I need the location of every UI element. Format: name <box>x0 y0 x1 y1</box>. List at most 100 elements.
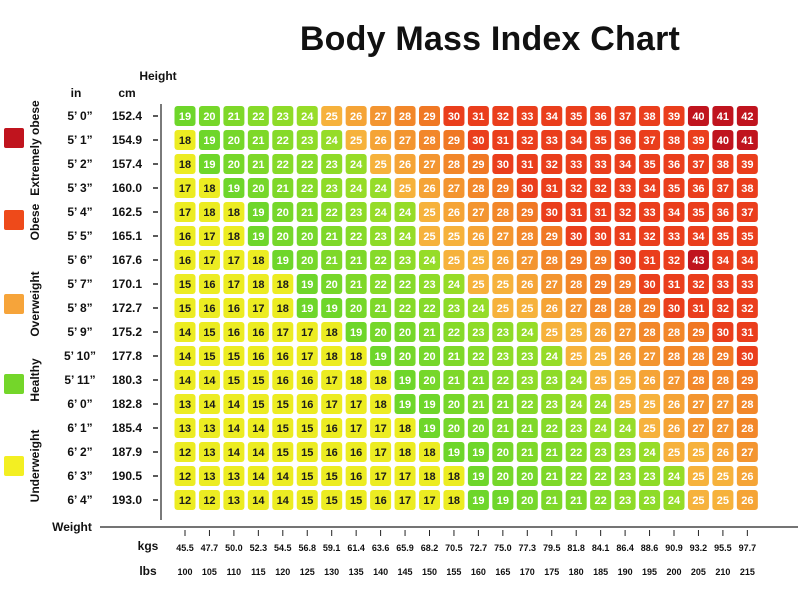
weight-kg-label: 56.8 <box>298 543 316 553</box>
bmi-value: 33 <box>521 111 533 123</box>
bmi-value: 25 <box>374 159 386 171</box>
bmi-cell: 29 <box>614 274 636 294</box>
bmi-value: 37 <box>619 111 631 123</box>
bmi-cell-bg <box>370 298 392 318</box>
bmi-cell: 38 <box>663 130 685 150</box>
bmi-grid: 19 20 21 22 23 24 25 26 27 28 29 30 31 32 33 34 35 36 37 38… <box>174 106 758 510</box>
bmi-value: 23 <box>521 375 533 387</box>
bmi-cell: 23 <box>492 322 514 342</box>
bmi-value: 25 <box>448 255 460 267</box>
bmi-cell: 18 <box>198 202 220 222</box>
bmi-value: 21 <box>350 255 362 267</box>
height-in-label: 6’ 4” <box>67 493 92 507</box>
bmi-value: 37 <box>717 183 729 195</box>
bmi-cell: 29 <box>419 106 440 126</box>
bmi-value: 29 <box>472 159 484 171</box>
bmi-cell: 26 <box>736 466 758 486</box>
bmi-cell-bg <box>516 250 538 270</box>
bmi-cell: 33 <box>541 130 563 150</box>
weight-lb-label: 135 <box>349 567 364 577</box>
bmi-cell-bg <box>614 274 636 294</box>
bmi-cell: 37 <box>687 154 709 174</box>
bmi-cell: 21 <box>565 490 587 510</box>
bmi-cell-bg <box>174 322 196 342</box>
bmi-cell: 17 <box>321 394 343 414</box>
bmi-value: 18 <box>399 447 411 459</box>
bmi-cell-bg <box>174 370 196 390</box>
bmi-cell-bg <box>370 418 392 438</box>
bmi-cell-bg <box>687 226 709 246</box>
bmi-cell-bg <box>687 250 709 270</box>
bmi-value: 28 <box>570 279 582 291</box>
bmi-cell-bg <box>687 178 709 198</box>
bmi-value: 23 <box>326 159 338 171</box>
bmi-value: 31 <box>570 207 582 219</box>
bmi-cell-bg <box>443 178 465 198</box>
weight-lb-label: 195 <box>642 567 657 577</box>
bmi-cell: 14 <box>247 442 269 462</box>
bmi-cell: 22 <box>419 298 440 318</box>
bmi-cell: 21 <box>443 370 465 390</box>
bmi-value: 20 <box>521 495 533 507</box>
bmi-cell-bg <box>443 250 465 270</box>
bmi-cell: 24 <box>370 202 392 222</box>
bmi-value: 27 <box>570 303 582 315</box>
bmi-value: 25 <box>643 423 655 435</box>
bmi-value: 20 <box>448 423 460 435</box>
legend-item: Extremely obese <box>4 100 42 196</box>
bmi-value: 19 <box>350 327 362 339</box>
bmi-cell: 33 <box>614 178 636 198</box>
bmi-cell: 18 <box>321 322 343 342</box>
bmi-cell-bg <box>321 130 343 150</box>
bmi-cell: 34 <box>565 130 587 150</box>
weight-kg-label: 97.7 <box>739 543 757 553</box>
bmi-value: 18 <box>179 159 191 171</box>
bmi-cell-bg <box>565 418 587 438</box>
bmi-value: 29 <box>741 375 753 387</box>
bmi-cell: 15 <box>321 466 343 486</box>
bmi-cell-bg <box>590 466 612 486</box>
bmi-cell-bg <box>394 442 416 462</box>
bmi-cell: 15 <box>272 442 294 462</box>
bmi-cell: 28 <box>590 298 612 318</box>
bmi-cell-bg <box>223 298 245 318</box>
bmi-cell-bg <box>198 466 220 486</box>
legend-swatch <box>4 456 24 476</box>
bmi-cell: 25 <box>687 442 709 462</box>
weight-unit-kg: kgs <box>138 539 159 553</box>
bmi-cell: 27 <box>639 346 661 366</box>
bmi-cell-bg <box>736 178 758 198</box>
height-in-label: 5’ 2” <box>67 157 92 171</box>
bmi-value: 13 <box>203 447 215 459</box>
bmi-cell: 22 <box>321 202 343 222</box>
bmi-cell-bg <box>565 250 587 270</box>
bmi-value: 37 <box>692 159 704 171</box>
bmi-value: 16 <box>301 399 313 411</box>
bmi-cell-bg <box>370 466 392 486</box>
bmi-value: 14 <box>179 327 192 339</box>
bmi-cell-bg <box>443 226 465 246</box>
height-in-label: 5’ 6” <box>67 253 92 267</box>
bmi-cell-bg <box>247 418 269 438</box>
bmi-cell: 28 <box>639 322 661 342</box>
bmi-value: 19 <box>374 351 386 363</box>
bmi-cell-bg <box>516 226 538 246</box>
bmi-cell: 23 <box>614 442 636 462</box>
bmi-cell: 19 <box>394 394 416 414</box>
bmi-value: 26 <box>595 327 607 339</box>
bmi-value: 14 <box>277 471 290 483</box>
bmi-cell-bg <box>712 418 734 438</box>
bmi-cell: 25 <box>687 466 709 486</box>
bmi-value: 25 <box>595 351 607 363</box>
bmi-value: 29 <box>521 207 533 219</box>
bmi-cell-bg <box>492 202 514 222</box>
bmi-value: 23 <box>546 375 558 387</box>
bmi-cell-bg <box>394 130 416 150</box>
bmi-cell: 16 <box>370 490 392 510</box>
bmi-value: 28 <box>423 135 435 147</box>
bmi-cell: 16 <box>174 226 196 246</box>
bmi-cell-bg <box>492 250 514 270</box>
bmi-value: 21 <box>497 423 509 435</box>
bmi-cell: 15 <box>247 370 269 390</box>
bmi-cell-bg <box>639 178 661 198</box>
